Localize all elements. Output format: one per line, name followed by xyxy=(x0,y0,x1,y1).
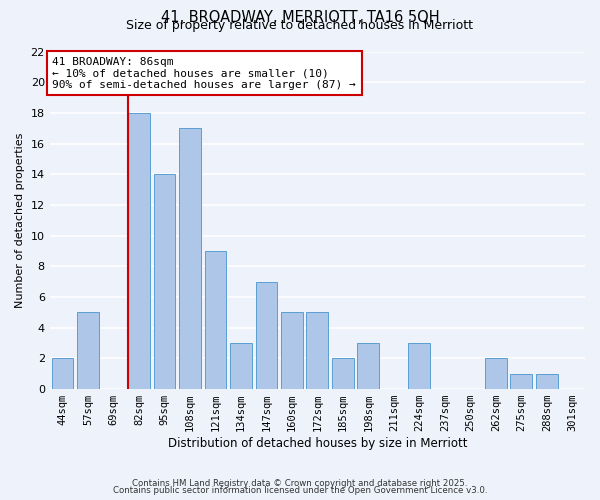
Bar xyxy=(77,312,99,389)
Text: Size of property relative to detached houses in Merriott: Size of property relative to detached ho… xyxy=(127,19,473,32)
Bar xyxy=(307,312,328,389)
Bar xyxy=(230,343,251,389)
Bar xyxy=(485,358,506,389)
Bar xyxy=(154,174,175,389)
Bar xyxy=(409,343,430,389)
Text: Contains HM Land Registry data © Crown copyright and database right 2025.: Contains HM Land Registry data © Crown c… xyxy=(132,478,468,488)
Text: Contains public sector information licensed under the Open Government Licence v3: Contains public sector information licen… xyxy=(113,486,487,495)
Bar xyxy=(205,251,226,389)
Bar xyxy=(358,343,379,389)
Bar xyxy=(256,282,277,389)
Bar xyxy=(179,128,201,389)
Bar xyxy=(332,358,353,389)
X-axis label: Distribution of detached houses by size in Merriott: Distribution of detached houses by size … xyxy=(167,437,467,450)
Bar xyxy=(281,312,302,389)
Bar xyxy=(511,374,532,389)
Bar xyxy=(536,374,557,389)
Bar xyxy=(128,113,150,389)
Bar xyxy=(52,358,73,389)
Text: 41 BROADWAY: 86sqm
← 10% of detached houses are smaller (10)
90% of semi-detache: 41 BROADWAY: 86sqm ← 10% of detached hou… xyxy=(52,56,356,90)
Text: 41, BROADWAY, MERRIOTT, TA16 5QH: 41, BROADWAY, MERRIOTT, TA16 5QH xyxy=(161,10,439,25)
Y-axis label: Number of detached properties: Number of detached properties xyxy=(15,132,25,308)
